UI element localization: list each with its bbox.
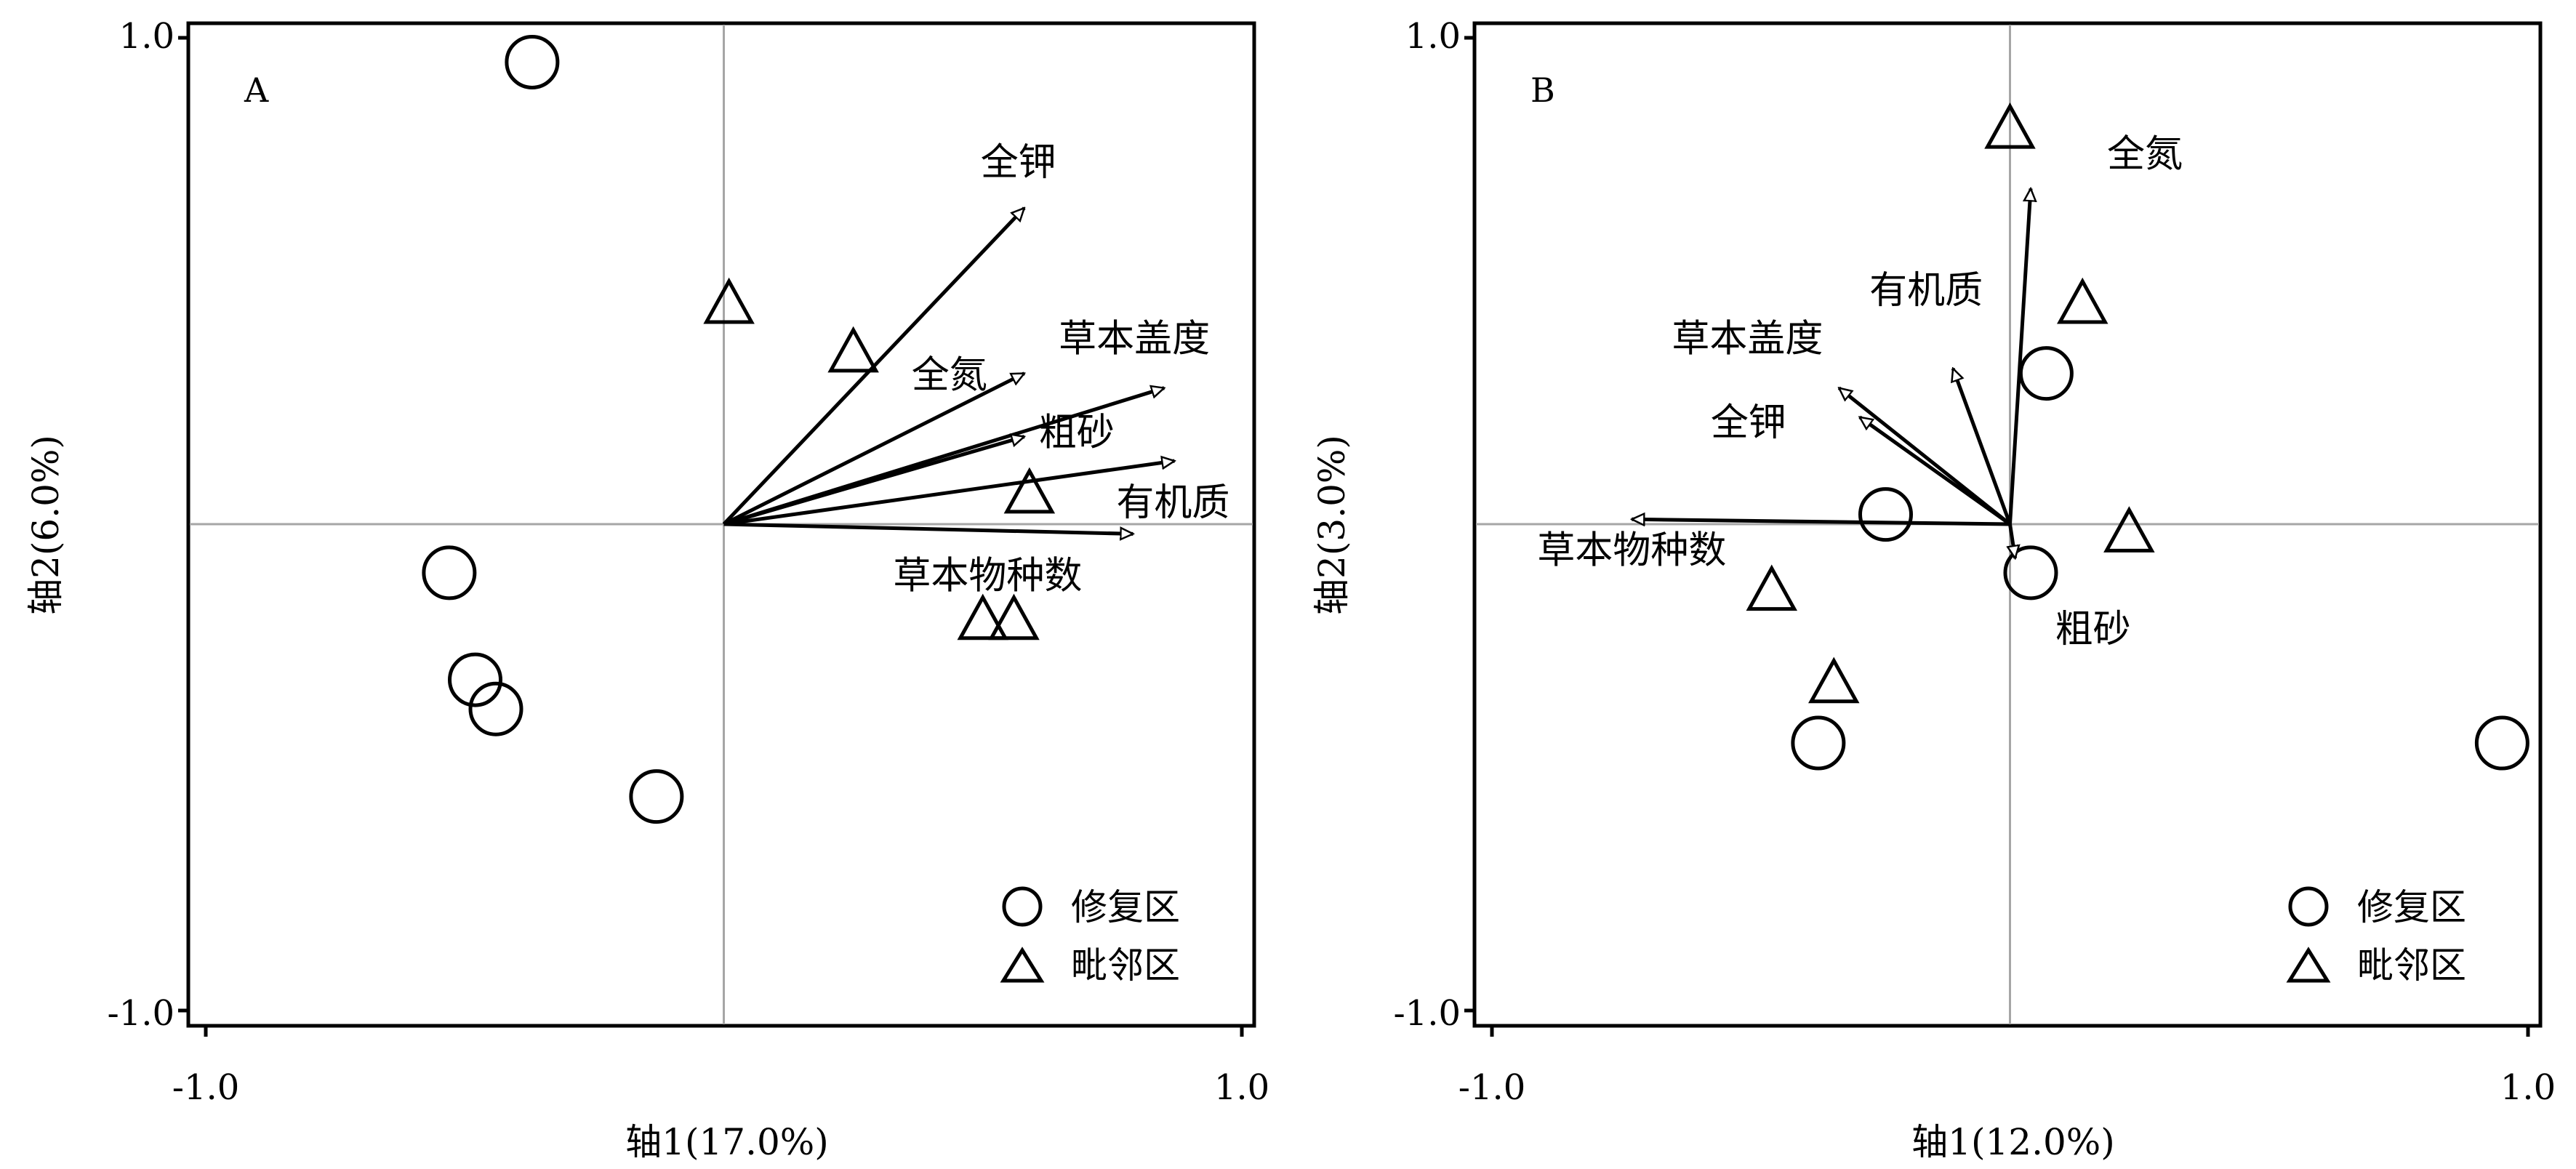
restoration-site-point — [468, 681, 523, 736]
restoration-site-point — [448, 652, 502, 707]
vector-label: 粗砂 — [1039, 411, 1115, 455]
y-tick-bottom: -1.0 — [1393, 993, 1461, 1034]
adjacent-site-point — [703, 277, 755, 324]
panel-label: B — [1530, 71, 1555, 110]
vector-arrow — [1839, 386, 2012, 526]
x-axis-label: 轴1(17.0%) — [625, 1121, 829, 1163]
restoration-site-point — [1791, 715, 1846, 771]
vector-label: 草本物种数 — [1537, 529, 1726, 572]
y-axis-label: 轴2(3.0%) — [1311, 435, 1353, 615]
vector-arrow — [2010, 523, 2015, 558]
legend-triangle-marker — [1000, 947, 1045, 983]
adjacent-site-point — [827, 326, 879, 373]
restoration-site-point — [1858, 487, 1913, 542]
vector-arrow — [723, 522, 1133, 534]
vector-label: 粗砂 — [2055, 608, 2131, 651]
x-tick-right: 1.0 — [1214, 1067, 1269, 1108]
vector-arrow — [723, 371, 1024, 526]
vector-arrow — [1860, 415, 2011, 526]
legend-circle-marker — [1002, 886, 1043, 927]
adjacent-site-point — [1746, 564, 1797, 611]
vector-label: 有机质 — [1116, 481, 1229, 525]
vector-label: 草本盖度 — [1059, 318, 1210, 361]
vector-arrow — [723, 461, 1175, 526]
x-tick-left: -1.0 — [172, 1067, 240, 1108]
legend-label-adjacent: 毗邻区 — [2357, 944, 2466, 987]
y-tick-top: 1.0 — [1405, 16, 1461, 57]
adjacent-site-point — [1003, 467, 1056, 514]
restoration-site-point — [2474, 715, 2529, 771]
vector-arrow — [1632, 519, 2010, 524]
restoration-site-point — [422, 545, 477, 600]
vector-label: 草本物种数 — [893, 554, 1082, 598]
legend-triangle-marker — [2286, 947, 2331, 983]
adjacent-site-point — [1984, 102, 2036, 149]
vector-label: 草本盖度 — [1672, 318, 1823, 361]
x-tick-left: -1.0 — [1458, 1067, 1526, 1108]
adjacent-site-point — [988, 593, 1040, 640]
adjacent-site-point — [957, 593, 1008, 640]
y-tick-bottom: -1.0 — [107, 993, 174, 1034]
restoration-site-point — [505, 34, 560, 89]
vector-label: 全钾 — [1711, 401, 1786, 445]
restoration-site-point — [2003, 545, 2058, 600]
x-axis-label: 轴1(12.0%) — [1911, 1121, 2115, 1163]
vector-label: 全氮 — [912, 354, 987, 398]
legend-label-adjacent: 毗邻区 — [1071, 944, 1180, 987]
adjacent-site-point — [2057, 277, 2108, 324]
legend-label-restoration: 修复区 — [2357, 886, 2466, 928]
vector-arrow — [722, 208, 1024, 526]
panel-label: A — [244, 71, 269, 110]
plot-frame — [1472, 21, 2543, 1028]
vector-arrow — [1953, 369, 2012, 525]
x-tick-right: 1.0 — [2500, 1067, 2556, 1108]
legend-circle-marker — [2288, 886, 2329, 927]
vector-arrow — [723, 437, 1024, 526]
vector-arrow — [2008, 188, 2031, 525]
adjacent-site-point — [2103, 506, 2155, 553]
restoration-site-point — [629, 769, 684, 824]
legend: 修复区 毗邻区 — [2286, 886, 2466, 987]
legend: 修复区 毗邻区 — [1000, 886, 1180, 987]
adjacent-site-point — [1808, 656, 1860, 704]
vector-label: 全氮 — [2107, 132, 2183, 176]
legend-label-restoration: 修复区 — [1071, 886, 1180, 928]
y-tick-top: 1.0 — [119, 16, 174, 57]
vector-label: 有机质 — [1869, 269, 1983, 313]
plot-frame — [186, 21, 1256, 1028]
y-axis-label: 轴2(6.0%) — [25, 435, 67, 615]
vector-label: 全钾 — [981, 141, 1056, 185]
restoration-site-point — [2018, 346, 2074, 401]
